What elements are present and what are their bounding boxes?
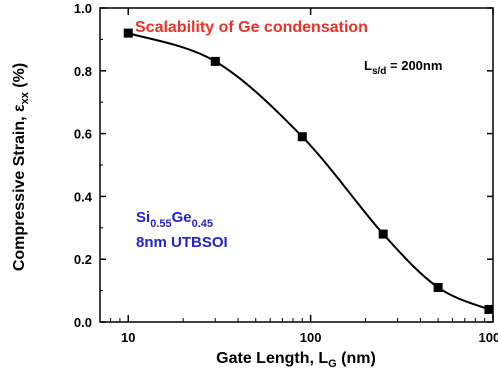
data-point [378,229,388,239]
data-point [433,282,443,292]
x-axis-title-unit: (nm) [337,350,376,367]
lsd-main: L [364,58,372,73]
chart-title: Scalability of Ge condensation [135,19,368,36]
material-ge-sub: 0.45 [192,218,213,230]
y-tick-label: 0.0 [74,315,92,330]
fit-line [127,32,490,311]
lsd-rest: = 200nm [386,58,442,73]
plot-frame [99,7,494,323]
y-axis-title-unit: (%) [11,63,28,92]
data-markers [123,28,494,314]
y-tick-label: 0.8 [74,64,92,79]
material-si-sub: 0.55 [150,218,171,230]
y-tick-label: 0.6 [74,127,92,142]
x-axis-title: Gate Length, LG (nm) [216,350,376,370]
data-point [484,304,494,314]
x-tick-label: 10 [121,330,135,345]
data-point [123,28,133,38]
y-axis-title-main: Compressive Strain, ε [11,104,28,271]
y-axis-title: Compressive Strain, εxx (%) [11,63,31,271]
data-point [297,132,307,142]
x-axis-title-sub: G [328,358,337,370]
material-si: Si [136,209,150,226]
material-ge: Ge [172,209,192,226]
lsd-annotation: Ls/d = 200nm [364,58,442,77]
data-point [210,56,220,66]
axis-ticks: 0.0 0.2 0.4 0.6 0.8 1.0 10 100 1000 [74,1,498,345]
x-tick-label: 100 [300,330,322,345]
fit-curve [127,32,490,311]
x-axis-title-main: Gate Length, L [216,350,328,367]
y-tick-label: 1.0 [74,1,92,16]
y-tick-label: 0.2 [74,252,92,267]
y-axis-title-sub: xx [19,91,31,104]
x-tick-label: 1000 [479,330,498,345]
lsd-sub: s/d [372,66,386,77]
substrate-annotation: 8nm UTBSOI [136,234,228,251]
y-tick-label: 0.4 [74,189,93,204]
material-annotation: Si0.55Ge0.45 [136,209,213,230]
